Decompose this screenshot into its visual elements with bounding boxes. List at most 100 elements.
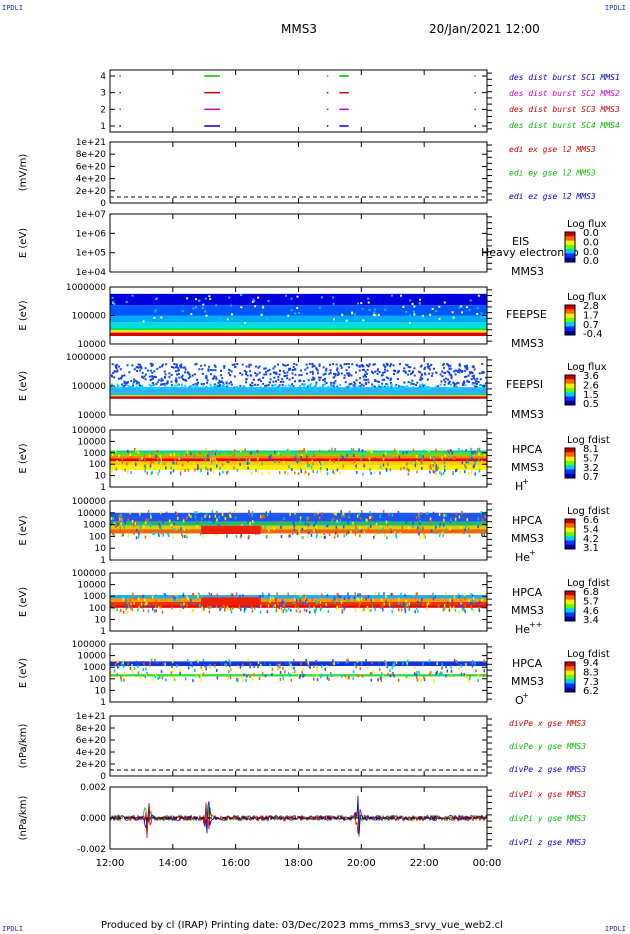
spectrogram-pixel — [302, 449, 304, 453]
spectrogram-pixel — [282, 363, 285, 366]
spectrogram-pixel — [288, 534, 290, 538]
spectrogram-pixel — [471, 594, 474, 598]
spectrogram-pixel — [350, 530, 352, 534]
spectrogram-pixel — [449, 449, 451, 453]
colorbar-swatch — [565, 375, 575, 380]
spectrogram-pixel — [384, 368, 387, 371]
spectrogram-pixel — [119, 368, 122, 371]
spectrogram-pixel — [391, 513, 394, 517]
spectrogram-pixel — [133, 531, 135, 535]
spectrogram-pixel — [310, 465, 313, 469]
spectrogram-pixel — [316, 665, 318, 669]
spectrogram-pixel — [378, 592, 380, 596]
spectrogram-pixel — [258, 387, 261, 390]
spectrogram-pixel — [133, 596, 135, 600]
spectrogram-pixel — [181, 378, 184, 381]
spectrogram-pixel — [367, 594, 370, 598]
spectrogram-pixel — [229, 676, 232, 680]
spectrogram-pixel — [208, 520, 211, 524]
spectrogram-pixel — [209, 385, 212, 388]
spectrogram-pixel — [132, 383, 135, 386]
spectrogram-pixel — [150, 378, 153, 381]
spectrogram-pixel — [303, 385, 306, 388]
spectrogram-pixel — [419, 298, 422, 301]
spectrogram-pixel — [227, 676, 229, 680]
divpi-series-line — [110, 803, 487, 838]
spectrogram-pixel — [443, 378, 446, 381]
colorbar-value: 6.8 — [583, 587, 599, 598]
colorbar-value: 5.7 — [583, 596, 599, 607]
spectrogram-pixel — [124, 521, 126, 525]
spectrogram-pixel — [465, 375, 468, 378]
spectrogram-pixel — [148, 454, 151, 458]
spectrogram-pixel — [284, 374, 287, 377]
spectrogram-pixel — [461, 311, 464, 314]
spectrogram-pixel — [282, 600, 284, 604]
spectrogram-pixel — [332, 517, 335, 521]
spectrogram-pixel — [167, 386, 170, 389]
spectrogram-pixel — [238, 386, 241, 389]
spectrogram-pixel — [479, 378, 482, 381]
spectrogram-pixel — [142, 594, 144, 598]
spectrogram-pixel — [158, 379, 161, 382]
spectrogram-pixel — [325, 665, 328, 669]
spectrogram-pixel — [121, 460, 124, 464]
colorbar-swatch — [565, 456, 575, 462]
spectrogram-pixel — [462, 383, 465, 386]
spectrogram-pixel — [477, 514, 480, 518]
spectrogram-pixel — [374, 380, 377, 383]
spectrogram-pixel — [184, 384, 187, 387]
spectrogram-pixel — [186, 659, 189, 663]
spectrogram-pixel — [410, 458, 413, 462]
spectrogram-pixel — [381, 382, 384, 385]
spectrogram-pixel — [319, 469, 322, 473]
spectrogram-band — [110, 465, 487, 470]
spectrogram-pixel — [245, 678, 247, 682]
spectrogram-pixel — [320, 466, 322, 470]
spectrogram-pixel — [322, 373, 325, 376]
spectrogram-pixel — [346, 658, 348, 662]
spectrogram-pixel — [183, 602, 185, 606]
spectrogram-pixel — [291, 372, 294, 375]
spectrogram-pixel — [194, 515, 197, 519]
spectrogram-pixel — [179, 364, 182, 367]
spectrogram-pixel — [251, 384, 254, 387]
ylabel: E (eV) — [18, 228, 29, 258]
legend-entry: divPi z gse MMS3 — [509, 838, 586, 847]
spectrogram-pixel — [347, 599, 349, 603]
spectrogram-pixel — [202, 384, 205, 387]
spectrogram-pixel — [139, 675, 142, 679]
colorbar-swatch — [565, 674, 575, 680]
spectrogram-pixel — [485, 593, 487, 597]
ylabel: E (eV) — [18, 658, 29, 688]
spectrogram-pixel — [270, 454, 272, 458]
spectrogram-pixel — [115, 450, 117, 454]
spectrogram-pixel — [136, 369, 139, 372]
spectrogram-pixel — [286, 448, 289, 452]
spectrogram-pixel — [248, 459, 251, 463]
spectrogram-pixel — [313, 388, 316, 391]
spectrogram-pixel — [471, 601, 473, 605]
spectrogram-pixel — [116, 370, 119, 373]
spectrogram-pixel — [435, 468, 437, 472]
spectrogram-pixel — [125, 301, 128, 304]
species-label: He — [515, 623, 530, 636]
spectrogram-pixel — [283, 594, 285, 598]
spectrogram-pixel — [475, 383, 478, 386]
spectrogram-pixel — [143, 450, 146, 454]
spectrogram-pixel — [137, 363, 140, 366]
spectrogram-pixel — [168, 372, 171, 375]
spectrogram-pixel — [374, 533, 377, 537]
colorbar-swatch — [565, 612, 575, 618]
spectrogram-pixel — [418, 513, 420, 517]
spectrogram-pixel — [351, 311, 354, 314]
colorbar-swatch — [565, 595, 575, 601]
spectrogram-pixel — [272, 596, 274, 600]
spectrogram-pixel — [292, 365, 295, 368]
spectrogram-band — [110, 455, 487, 459]
spectrogram-pixel — [183, 527, 186, 531]
ytick-label: 1000000 — [66, 353, 106, 363]
spectrogram-pixel — [354, 532, 357, 536]
spectrogram-pixel — [452, 606, 455, 610]
spectrogram-pixel — [381, 604, 383, 608]
